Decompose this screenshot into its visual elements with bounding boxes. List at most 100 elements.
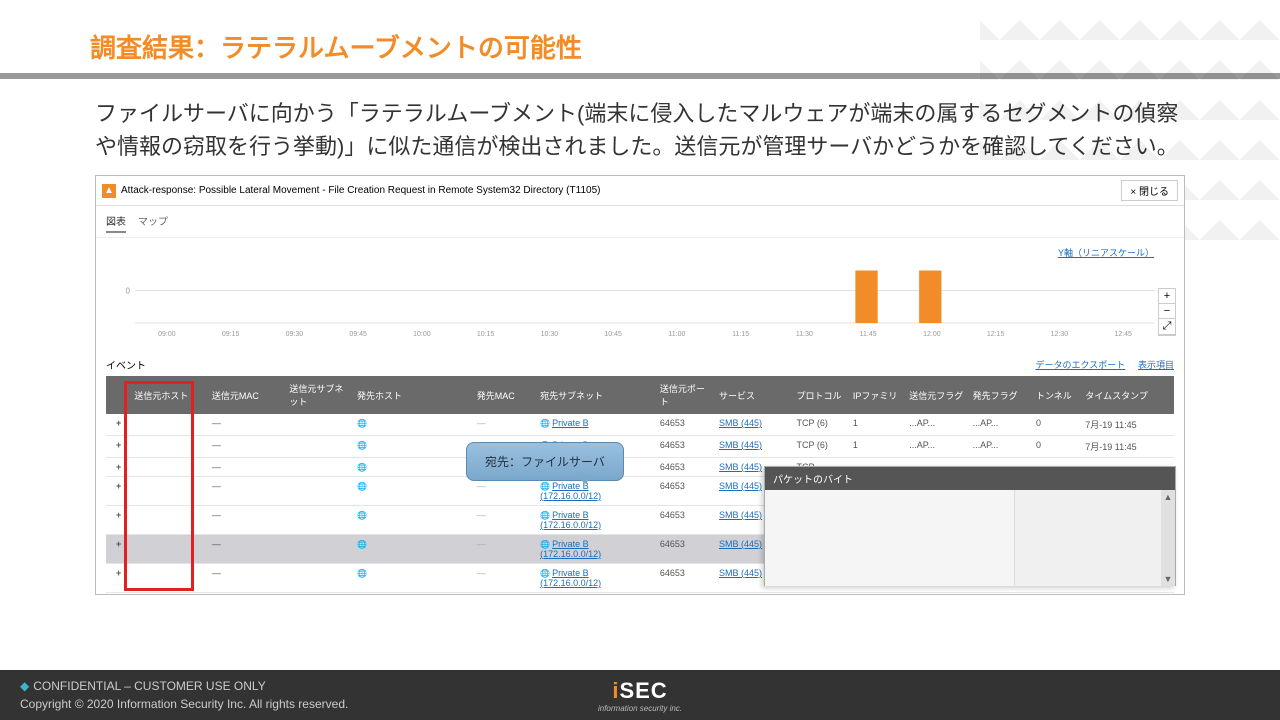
svg-text:10:15: 10:15 <box>477 331 495 338</box>
cell-src-mac: — <box>209 436 286 458</box>
cell-proto: TCP (6) <box>794 414 850 436</box>
cell-dstflag: ...AP... <box>970 414 1033 436</box>
network-icon <box>357 539 369 549</box>
table-header: サービス <box>716 376 793 414</box>
cell-port: 64653 <box>657 436 716 458</box>
cell-dst-host <box>354 458 474 477</box>
svg-text:09:15: 09:15 <box>222 331 240 338</box>
scroll-down-icon[interactable]: ▼ <box>1164 574 1173 584</box>
yaxis-scale-link[interactable]: Y軸（リニアスケール） <box>1058 246 1154 259</box>
cell-dst-host <box>354 506 474 535</box>
table-row[interactable]: +——Private B64653SMB (445)TCP (6)1...AP.… <box>106 414 1174 436</box>
cell-dst-host <box>354 477 474 506</box>
close-button[interactable]: × 閉じる <box>1121 180 1178 201</box>
events-header: イベント データのエクスポート 表示項目 <box>106 353 1174 376</box>
slide-body: ファイルサーバに向かう「ラテラルムーブメント(端末に侵入したマルウェアが端末の属… <box>0 97 1280 175</box>
expand-toggle[interactable]: + <box>106 477 131 506</box>
svg-text:12:30: 12:30 <box>1051 331 1069 338</box>
cell-tunnel: 0 <box>1033 414 1082 436</box>
zoom-out-button[interactable]: − <box>1159 304 1175 319</box>
cell-port: 64653 <box>657 506 716 535</box>
cell-dst-host <box>354 436 474 458</box>
table-header: 発先ホスト <box>354 376 474 414</box>
packet-scrollbar[interactable]: ▲ ▼ <box>1161 490 1175 586</box>
cell-src-subnet <box>286 436 354 458</box>
cell-src-host <box>131 414 208 436</box>
svg-text:09:00: 09:00 <box>158 331 176 338</box>
cell-dstflag: ...AP... <box>970 436 1033 458</box>
svg-text:11:00: 11:00 <box>668 331 685 338</box>
table-header: 発先MAC <box>474 376 537 414</box>
network-icon <box>357 462 369 472</box>
packet-bytes-panel: パケットのバイト ▲ ▼ <box>764 466 1176 586</box>
table-header: 送信元サブネット <box>286 376 354 414</box>
cell-tunnel: 0 <box>1033 436 1082 458</box>
cell-src-host <box>131 535 208 564</box>
svg-text:10: 10 <box>126 287 131 296</box>
svg-text:10:45: 10:45 <box>604 331 622 338</box>
zoom-reset-button[interactable]: ⤢ <box>1159 319 1175 335</box>
svg-text:11:15: 11:15 <box>732 331 749 338</box>
diamond-icon: ◆ <box>20 679 29 693</box>
cell-dst-host <box>354 535 474 564</box>
cell-src-mac: — <box>209 477 286 506</box>
slide-title: 調査結果：ラテラルムーブメントの可能性 <box>0 0 1280 73</box>
table-header: 送信元フラグ <box>906 376 969 414</box>
network-icon <box>357 440 369 450</box>
cell-src-mac: — <box>209 506 286 535</box>
cell-src-subnet <box>286 414 354 436</box>
cell-timestamp: 7月-19 11:45 <box>1082 436 1174 458</box>
cell-dst-subnet: Private B(172.16.0.0/12) <box>537 564 657 593</box>
svg-text:10:30: 10:30 <box>541 331 559 338</box>
cell-dst-subnet: Private B(172.16.0.0/12) <box>537 535 657 564</box>
expand-toggle[interactable]: + <box>106 458 131 477</box>
cell-srcflag: ...AP... <box>906 414 969 436</box>
alert-bar: ▲ Attack-response: Possible Lateral Move… <box>96 176 1184 206</box>
tab-map[interactable]: マップ <box>138 210 168 233</box>
table-header: 送信元MAC <box>209 376 286 414</box>
cell-timestamp: 7月-19 11:45 <box>1082 414 1174 436</box>
chart-tabs: 図表 マップ <box>96 206 1184 238</box>
display-columns-link[interactable]: 表示項目 <box>1138 360 1174 370</box>
cell-ipfam: 1 <box>850 414 906 436</box>
svg-text:12:45: 12:45 <box>1114 331 1132 338</box>
cell-src-subnet <box>286 506 354 535</box>
export-link[interactable]: データのエクスポート <box>1035 360 1125 370</box>
cell-src-subnet <box>286 458 354 477</box>
table-header: 宛先サブネット <box>537 376 657 414</box>
svg-text:09:30: 09:30 <box>286 331 304 338</box>
svg-text:12:15: 12:15 <box>987 331 1005 338</box>
cell-src-subnet <box>286 535 354 564</box>
table-header: IPファミリ <box>850 376 906 414</box>
cell-src-host <box>131 506 208 535</box>
cell-dst-mac: — <box>474 506 537 535</box>
cell-src-mac: — <box>209 414 286 436</box>
expand-toggle[interactable]: + <box>106 506 131 535</box>
svg-text:12:00: 12:00 <box>923 331 941 338</box>
expand-toggle[interactable]: + <box>106 535 131 564</box>
cell-src-host <box>131 564 208 593</box>
packet-hex-area <box>765 490 1015 586</box>
scroll-up-icon[interactable]: ▲ <box>1164 492 1173 502</box>
expand-toggle[interactable]: + <box>106 414 131 436</box>
zoom-controls: + − ⤢ <box>1158 288 1176 336</box>
network-icon <box>357 568 369 578</box>
table-row[interactable]: +——Private B64653SMB (445)TCP (6)1...AP.… <box>106 436 1174 458</box>
isec-logo: iSEC information security inc. <box>598 678 682 713</box>
network-icon <box>357 418 369 428</box>
cell-src-mac: — <box>209 535 286 564</box>
cell-dst-mac: — <box>474 535 537 564</box>
zoom-in-button[interactable]: + <box>1159 289 1175 304</box>
callout-text: 宛先：ファイルサーバ <box>485 455 605 469</box>
cell-dst-mac: — <box>474 564 537 593</box>
expand-toggle[interactable]: + <box>106 436 131 458</box>
expand-toggle[interactable]: + <box>106 564 131 593</box>
bar-chart: 1009:0009:1509:3009:4510:0010:1510:3010:… <box>126 248 1164 338</box>
cell-dst-host <box>354 414 474 436</box>
cell-dst-host <box>354 564 474 593</box>
tab-chart[interactable]: 図表 <box>106 210 126 233</box>
cell-src-mac: — <box>209 564 286 593</box>
alert-icon: ▲ <box>102 184 116 198</box>
cell-srcflag: ...AP... <box>906 436 969 458</box>
table-header: 送信元ホスト <box>131 376 208 414</box>
